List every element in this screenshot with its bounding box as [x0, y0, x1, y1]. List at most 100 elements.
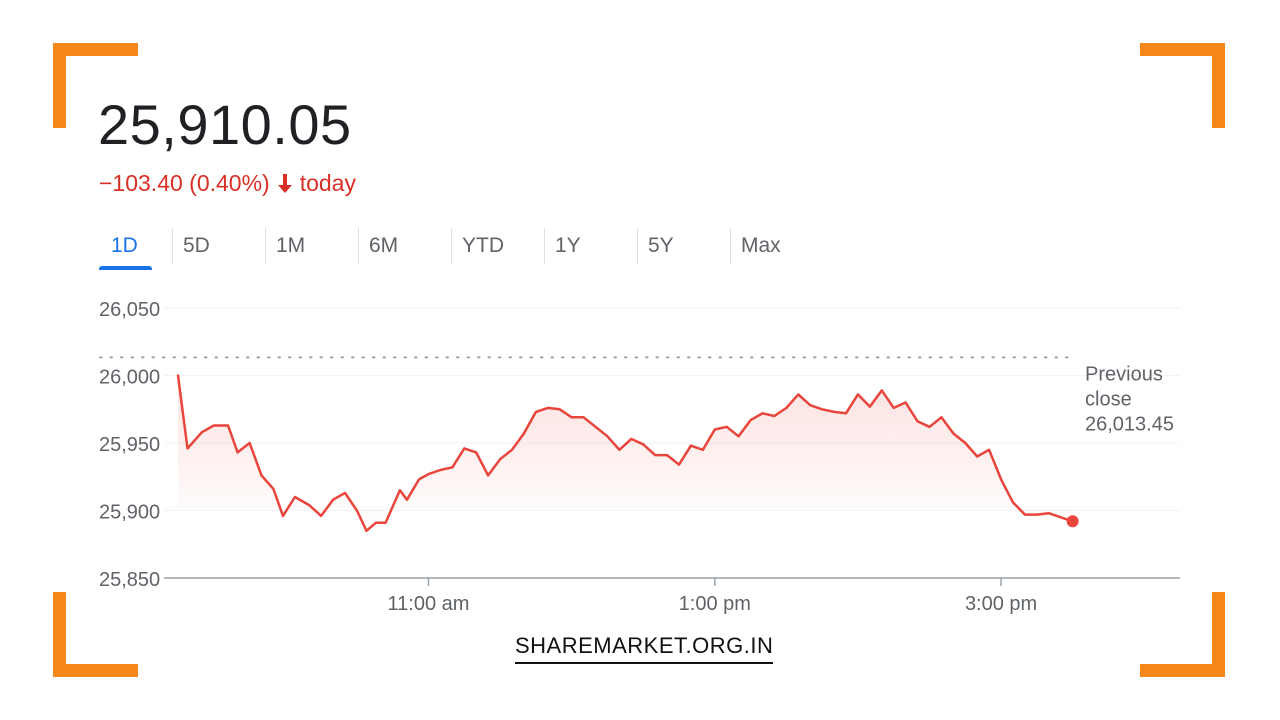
range-tabs: 1D 5D 1M 6M YTD 1Y 5Y Max: [99, 228, 824, 272]
tab-1d[interactable]: 1D: [99, 228, 173, 272]
data-point: [642, 443, 644, 445]
data-point: [690, 445, 692, 447]
data-point: [773, 415, 775, 417]
tab-1m[interactable]: 1M: [266, 228, 359, 272]
price-change: −103.40 (0.40%) today: [99, 170, 356, 197]
data-point: [547, 407, 549, 409]
data-point: [606, 435, 608, 437]
data-point: [857, 393, 859, 395]
data-point: [236, 451, 238, 453]
data-point: [535, 411, 537, 413]
data-point: [356, 509, 358, 511]
tab-5d[interactable]: 5D: [173, 228, 266, 272]
data-point: [904, 401, 906, 403]
data-point: [272, 488, 274, 490]
x-tick-label: 3:00 pm: [965, 593, 1037, 615]
data-point: [928, 426, 930, 428]
data-point: [384, 521, 386, 523]
data-point: [406, 499, 408, 501]
data-point: [213, 424, 215, 426]
corner-bracket-top-left: [53, 43, 138, 128]
arrow-down-icon: [277, 173, 292, 193]
data-point: [1024, 513, 1026, 515]
data-point: [399, 489, 401, 491]
data-point: [809, 404, 811, 406]
tab-6m[interactable]: 6M: [359, 228, 452, 272]
tab-5y[interactable]: 5Y: [638, 228, 731, 272]
data-point: [678, 463, 680, 465]
tab-ytd[interactable]: YTD: [452, 228, 545, 272]
y-tick-label: 25,850: [99, 569, 160, 591]
data-point: [869, 405, 871, 407]
corner-bracket-top-right: [1140, 43, 1225, 128]
y-tick-label: 26,000: [99, 367, 160, 389]
data-point: [177, 374, 179, 376]
data-point: [227, 424, 229, 426]
change-period: today: [299, 170, 356, 196]
data-point: [344, 492, 346, 494]
data-point: [714, 428, 716, 430]
previous-close-label: Previous: [1085, 363, 1163, 385]
data-point: [570, 416, 572, 418]
data-point: [726, 426, 728, 428]
data-point: [845, 412, 847, 414]
data-point: [260, 474, 262, 476]
tab-1y[interactable]: 1Y: [545, 228, 638, 272]
data-point: [785, 407, 787, 409]
last-price-marker: [1066, 515, 1079, 528]
data-point: [365, 530, 367, 532]
data-point: [821, 408, 823, 410]
data-point: [294, 496, 296, 498]
data-point: [186, 447, 188, 449]
data-point: [833, 411, 835, 413]
data-point: [964, 442, 966, 444]
data-point: [582, 416, 584, 418]
data-point: [463, 447, 465, 449]
data-point: [893, 407, 895, 409]
data-point: [654, 454, 656, 456]
data-point: [749, 419, 751, 421]
current-price: 25,910.05: [98, 93, 352, 156]
x-tick-label: 11:00 am: [388, 593, 470, 615]
data-point: [940, 416, 942, 418]
data-point: [1048, 512, 1050, 514]
series-area: [178, 375, 1073, 531]
data-point: [375, 521, 377, 523]
data-point: [201, 431, 203, 433]
price-chart: 26,050 26,000 25,950 25,900 25,850 11:00 am 1:…: [99, 299, 1180, 615]
data-point: [418, 478, 420, 480]
previous-close-label: close: [1085, 388, 1132, 410]
data-point: [248, 442, 250, 444]
y-tick-label: 26,050: [99, 299, 160, 321]
data-point: [511, 449, 513, 451]
change-value: −103.40 (0.40%): [99, 170, 270, 196]
x-tick-label: 1:00 pm: [679, 593, 751, 615]
data-point: [332, 499, 334, 501]
data-point: [427, 473, 429, 475]
previous-close-label: 26,013.45: [1085, 413, 1174, 435]
data-point: [308, 504, 310, 506]
data-point: [1060, 516, 1062, 518]
data-point: [282, 515, 284, 517]
data-point: [451, 466, 453, 468]
data-point: [618, 449, 620, 451]
data-point: [475, 451, 477, 453]
data-point: [523, 432, 525, 434]
data-point: [630, 438, 632, 440]
corner-bracket-bottom-right: [1140, 592, 1225, 677]
data-point: [499, 458, 501, 460]
data-point: [702, 449, 704, 451]
data-point: [594, 426, 596, 428]
data-point: [916, 420, 918, 422]
y-tick-label: 25,900: [99, 502, 160, 524]
data-point: [988, 449, 990, 451]
data-point: [320, 515, 322, 517]
data-point: [976, 455, 978, 457]
data-point: [761, 412, 763, 414]
data-point: [439, 469, 441, 471]
data-point: [1000, 478, 1002, 480]
corner-bracket-bottom-left: [53, 592, 138, 677]
data-point: [952, 432, 954, 434]
tab-max[interactable]: Max: [741, 234, 781, 257]
y-tick-label: 25,950: [99, 434, 160, 456]
